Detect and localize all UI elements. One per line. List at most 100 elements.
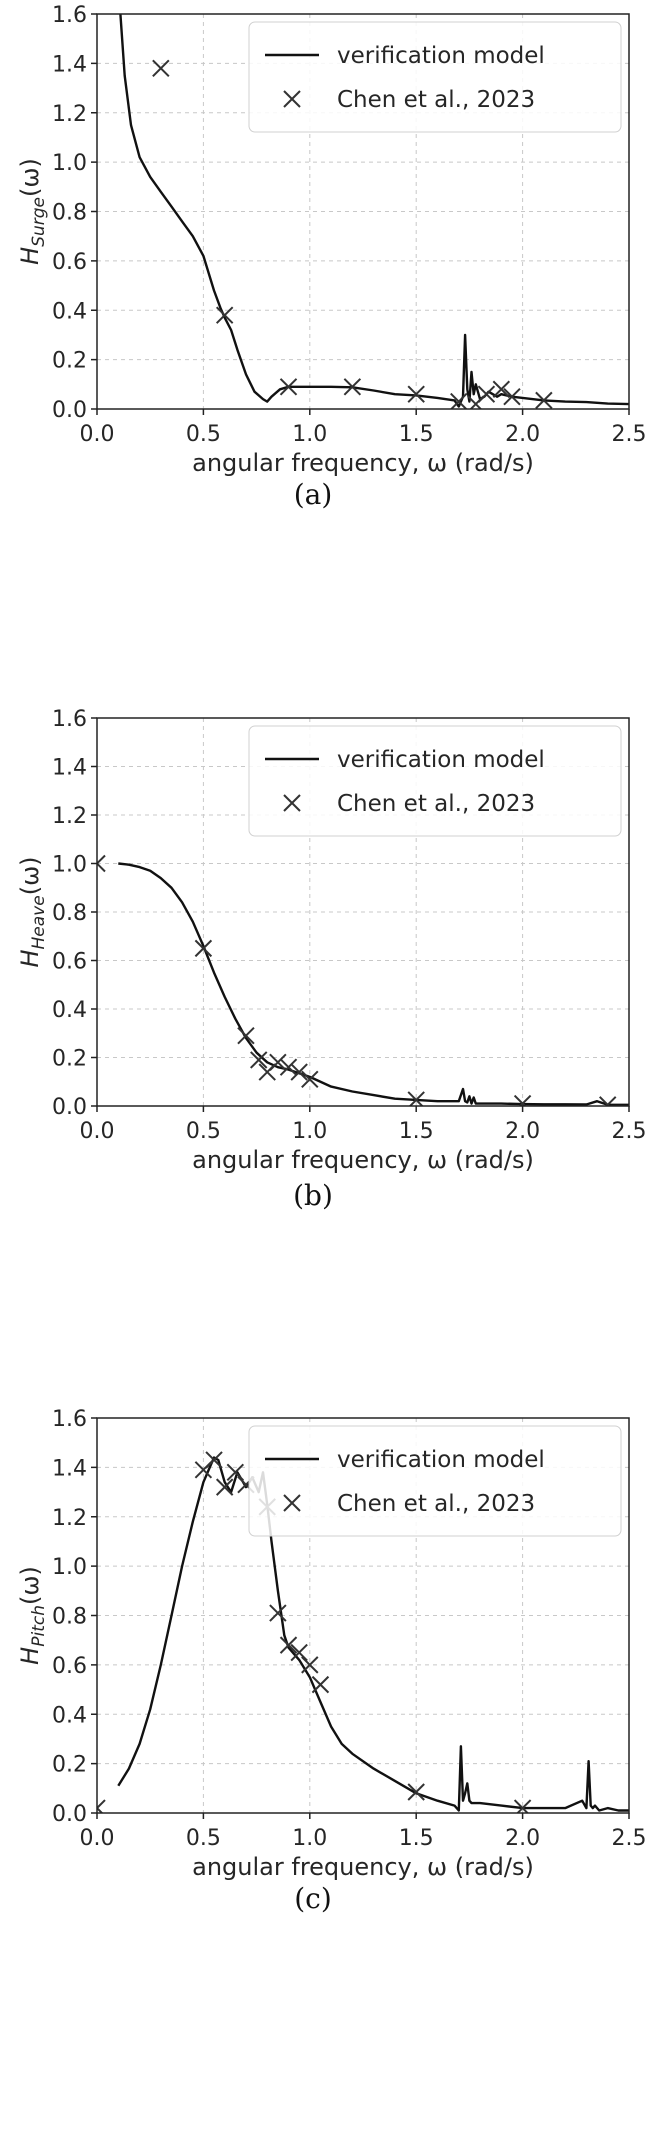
y-tick-label: 1.2 — [52, 1506, 87, 1531]
y-tick-label: 0.8 — [52, 901, 87, 926]
marker-stroke — [205, 1451, 223, 1469]
y-label-argument: (ω) — [16, 158, 44, 197]
panel-caption: (b) — [293, 1179, 333, 1212]
data-point-marker — [513, 1799, 532, 1813]
x-axis-label: angular frequency, ω (rad/s) — [192, 449, 534, 477]
chart-panel-1: 0.0 0.5 1.0 1.5 2.0 2.5 0.0 0.2 0.4 0.6 0.8 1.0 1.2 1… — [16, 3, 647, 511]
legend-box — [248, 21, 622, 133]
data-point-marker — [290, 1063, 308, 1081]
x-tick-label: 2.5 — [612, 1826, 647, 1851]
y-tick-label: 1.6 — [52, 707, 87, 732]
x-tick-label: 1.0 — [292, 1119, 327, 1144]
y-tick-label: 0.8 — [52, 201, 87, 226]
x-tick-label: 0.0 — [80, 1826, 115, 1851]
data-point-marker — [407, 1783, 425, 1801]
data-point-marker — [599, 1096, 617, 1106]
data-point-marker — [450, 392, 468, 409]
marker-stroke — [97, 854, 106, 865]
panel-caption: (c) — [294, 1882, 332, 1915]
data-point-marker — [269, 1053, 287, 1072]
y-tick-label: 0.2 — [52, 349, 87, 374]
y-tick-label: 0.0 — [52, 1802, 87, 1827]
y-tick-label: 0.0 — [52, 398, 87, 423]
y-tick-label: 1.6 — [52, 3, 87, 28]
data-point-marker — [237, 1026, 255, 1045]
x-axis-label: angular frequency, ω (rad/s) — [192, 1853, 534, 1881]
marker-stroke — [215, 1478, 234, 1496]
marker-stroke — [215, 306, 234, 324]
data-point-marker — [215, 1478, 234, 1496]
x-tick-label: 2.0 — [505, 422, 540, 447]
marker-stroke — [279, 378, 298, 396]
marker-stroke — [194, 939, 213, 958]
legend-entry-label: verification model — [337, 747, 545, 773]
legend-marker-swatch — [283, 1494, 301, 1512]
y-axis-label: HHeave(ω) — [16, 856, 49, 967]
y-tick-label: 1.0 — [52, 1555, 87, 1580]
series-line-verification-model — [118, 862, 629, 1106]
y-tick-label: 0.4 — [52, 998, 87, 1023]
x-tick-label: 1.0 — [292, 422, 327, 447]
data-point-marker — [407, 385, 425, 403]
y-label-subscript: Heave — [29, 895, 49, 949]
plot-frame — [96, 13, 630, 410]
data-point-marker — [301, 1070, 319, 1089]
x-tick-label: 0.5 — [186, 1826, 221, 1851]
y-tick-label: 1.4 — [52, 52, 87, 77]
x-tick-label: 2.0 — [505, 1826, 540, 1851]
series-group — [119, 14, 629, 409]
legend-marker-swatch — [283, 90, 301, 108]
x-tick-label: 1.5 — [399, 1826, 434, 1851]
y-label-subscript: Surge — [29, 197, 49, 247]
legend-entry-label: Chen et al., 2023 — [337, 87, 535, 113]
data-point-marker — [152, 59, 170, 78]
data-point-marker — [205, 1451, 223, 1469]
marker-stroke — [503, 387, 521, 406]
marker-stroke — [311, 1675, 330, 1694]
x-tick-label: 0.5 — [186, 422, 221, 447]
data-point-marker — [343, 378, 362, 396]
data-point-marker — [269, 1604, 287, 1622]
data-point-marker — [290, 1643, 308, 1662]
plot-frame — [96, 1417, 630, 1814]
legend: verification model Chen et al., 2023 — [248, 1425, 622, 1537]
y-axis-label: HPitch(ω) — [16, 1566, 49, 1665]
data-point-marker — [301, 1656, 319, 1674]
marker-stroke — [535, 391, 553, 409]
y-tick-label: 1.2 — [52, 804, 87, 829]
x-tick-label: 1.5 — [399, 422, 434, 447]
chart-panel-3: 0.0 0.5 1.0 1.5 2.0 2.5 0.0 0.2 0.4 0.6 0.8 1.0 1.2 1… — [16, 1407, 647, 1915]
y-label-symbol: H — [16, 1647, 44, 1665]
y-tick-label: 0.2 — [52, 1753, 87, 1778]
marker-stroke — [450, 392, 468, 409]
y-axis-label: HSurge(ω) — [16, 158, 49, 265]
plot-frame — [96, 717, 630, 1107]
data-point-marker — [226, 1463, 245, 1482]
legend-box — [248, 725, 622, 837]
marker-stroke — [279, 1636, 298, 1654]
y-tick-label: 0.0 — [52, 1095, 87, 1120]
marker-stroke — [492, 380, 511, 398]
marker-stroke — [290, 1643, 308, 1662]
marker-stroke — [343, 378, 362, 396]
marker-stroke — [518, 1094, 532, 1106]
y-label-argument: (ω) — [16, 856, 44, 895]
marker-stroke — [290, 1063, 308, 1081]
legend-entry-label: verification model — [337, 1447, 545, 1473]
y-tick-label: 1.4 — [52, 1456, 87, 1481]
x-tick-label: 1.0 — [292, 1826, 327, 1851]
x-tick-label: 2.5 — [612, 1119, 647, 1144]
marker-stroke — [269, 1604, 287, 1622]
y-tick-label: 0.4 — [52, 299, 87, 324]
legend-marker-swatch — [283, 794, 301, 812]
y-label-subscript: Pitch — [29, 1605, 49, 1647]
data-point-marker — [97, 1799, 106, 1813]
y-tick-label: 1.2 — [52, 102, 87, 127]
marker-stroke — [152, 59, 170, 78]
x-tick-label: 0.5 — [186, 1119, 221, 1144]
legend: verification model Chen et al., 2023 — [248, 725, 622, 837]
data-point-marker — [279, 1636, 298, 1654]
x-tick-label: 0.0 — [80, 422, 115, 447]
x-tick-label: 2.0 — [505, 1119, 540, 1144]
data-point-marker — [535, 391, 553, 409]
